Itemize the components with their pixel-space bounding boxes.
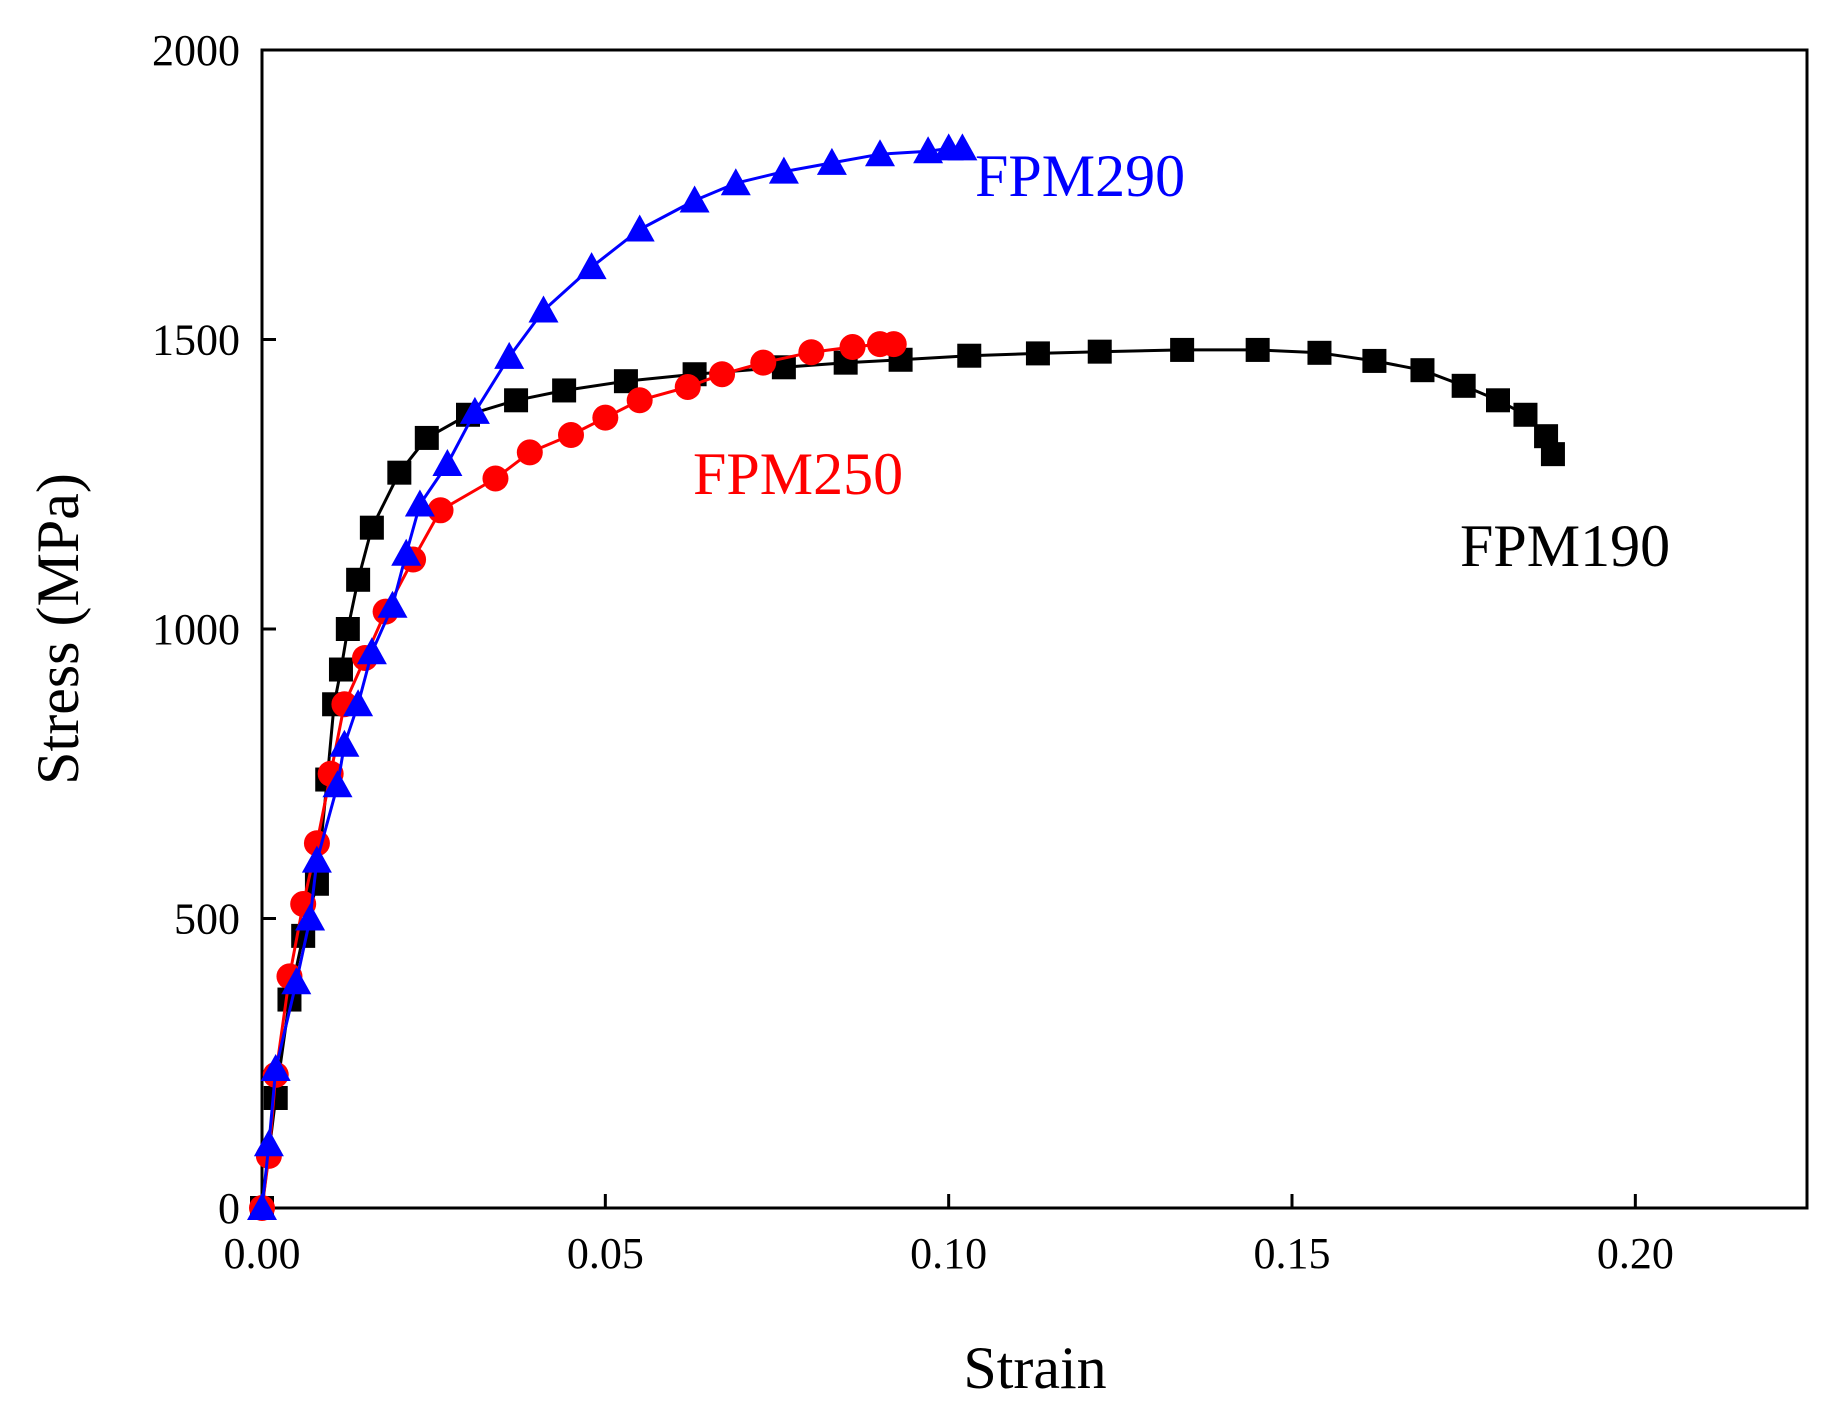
x-axis-title: Strain [963,1335,1106,1401]
data-point [247,1193,277,1220]
series-line-fpm190 [260,348,1555,1209]
x-tick-label: 0.10 [910,1229,987,1278]
data-point [494,341,525,369]
data-point [281,967,312,995]
data-point [322,770,353,798]
series-fpm190 [250,337,1565,1220]
data-point [1513,402,1538,427]
data-point [346,567,371,592]
data-point [798,339,825,366]
data-point [1486,388,1510,413]
data-point [1540,442,1565,467]
data-point [1087,339,1112,364]
data-point [880,331,907,358]
data-point [504,388,529,413]
data-point [592,404,619,431]
series-label-fpm250: FPM250 [693,441,903,507]
data-point [576,252,607,280]
data-point [1362,348,1387,373]
data-point [459,396,490,424]
data-point [1170,337,1195,362]
data-point [552,378,577,403]
data-point [482,465,509,492]
data-point [343,689,374,717]
data-point [359,515,384,540]
data-point [720,168,751,196]
data-point [674,373,701,400]
y-axis: 0 500 1000 1500 2000 [152,26,276,1233]
plot-area-frame [260,48,1809,1210]
data-point [1025,341,1050,366]
data-point [260,1054,291,1081]
data-point [404,489,435,517]
data-point [768,156,799,184]
data-point [839,334,866,361]
data-point [558,422,584,449]
data-point [377,590,408,618]
x-tick-label: 0.00 [224,1229,301,1278]
data-point [913,136,944,164]
x-tick-label: 0.20 [1597,1229,1674,1278]
data-point [516,439,543,466]
data-point [865,139,895,167]
data-point [432,449,463,476]
data-point [679,185,710,213]
data-point [329,729,360,757]
x-tick-label: 0.15 [1254,1229,1331,1278]
data-point [335,617,360,641]
data-point [816,147,847,175]
series-layer [247,133,1565,1221]
series-label-fpm190: FPM190 [1460,513,1670,579]
x-axis: 0.00 0.05 0.10 0.15 0.20 [224,1194,1674,1278]
series-label-fpm290: FPM290 [975,143,1185,209]
data-point [1307,340,1332,365]
data-point [253,1129,284,1157]
data-point [750,349,777,376]
data-point [947,133,978,161]
y-tick-label: 0 [218,1184,240,1233]
y-tick-label: 2000 [152,26,240,75]
y-tick-label: 1500 [152,316,240,365]
y-tick-label: 500 [174,895,240,944]
x-tick-label: 0.05 [567,1229,644,1278]
data-point [709,361,736,388]
data-point [427,497,454,524]
data-point [328,657,353,682]
y-tick-label: 1000 [152,605,240,654]
y-axis-title: Stress (MPa) [25,473,91,785]
data-point [957,343,982,368]
data-point [414,425,439,450]
series-line-fpm290 [260,146,963,1209]
data-point [391,538,422,566]
data-point [1451,373,1476,398]
series-fpm290 [247,133,978,1220]
data-point [1410,358,1435,383]
data-point [528,295,559,323]
data-point [356,637,387,665]
data-point [624,214,655,242]
data-point [1245,337,1270,362]
data-point [387,460,412,485]
data-point [295,903,326,931]
data-point [626,387,653,414]
data-point [301,845,332,873]
